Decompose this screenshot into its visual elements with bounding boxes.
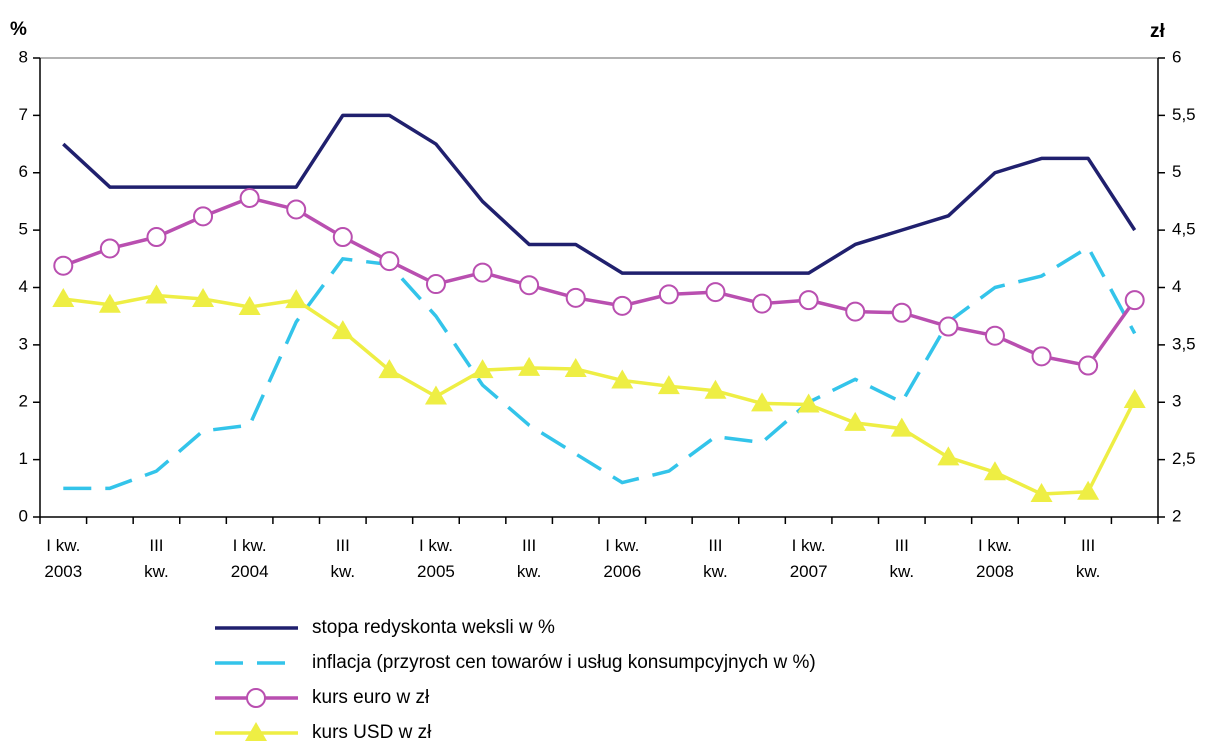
marker [797, 393, 820, 413]
marker [984, 325, 1005, 346]
marker [285, 289, 308, 309]
x-tick-label: I kw. 2004 [231, 536, 269, 581]
marker [752, 293, 773, 314]
marker [145, 284, 168, 304]
marker [704, 379, 727, 399]
marker [845, 301, 866, 322]
marker [239, 187, 260, 208]
marker [658, 284, 679, 305]
series-line [63, 245, 1137, 491]
marker [1123, 388, 1146, 408]
marker [751, 392, 774, 412]
y-tick-label: 1 [19, 449, 28, 468]
x-tick-label: III kw. [703, 536, 728, 581]
marker [286, 199, 307, 220]
marker [844, 411, 867, 431]
marker [937, 446, 960, 466]
series-line [62, 113, 1137, 275]
marker [798, 290, 819, 311]
y2-tick-label: 6 [1172, 47, 1181, 66]
x-tick-label: I kw. 2007 [790, 536, 828, 581]
y2-tick-label: 2 [1172, 506, 1181, 525]
x-tick-label: I kw. 2008 [976, 536, 1014, 581]
y-tick-label: 0 [19, 506, 28, 525]
marker [983, 461, 1006, 481]
marker [472, 262, 493, 283]
marker [938, 316, 959, 337]
marker [425, 274, 446, 295]
y-tick-label: 7 [19, 105, 28, 124]
x-tick-label: III kw. [890, 536, 915, 581]
legend-label: kurs USD w zł [312, 722, 432, 743]
y-tick-label: 3 [19, 334, 28, 353]
series-line [63, 293, 1137, 496]
legend-marker [245, 722, 267, 741]
marker [564, 357, 587, 377]
y2-axis-title: zł [1150, 21, 1166, 42]
legend-marker [246, 688, 266, 708]
x-tick-label: I kw. 2006 [603, 536, 641, 581]
marker [611, 369, 634, 389]
marker [705, 282, 726, 303]
marker [146, 227, 167, 248]
marker [1078, 355, 1099, 376]
marker [238, 296, 261, 316]
marker [1031, 346, 1052, 367]
legend-label: kurs euro w zł [312, 687, 430, 708]
marker [53, 255, 74, 276]
x-tick-label: III kw. [1076, 536, 1101, 581]
y-tick-label: 5 [19, 220, 28, 239]
y2-tick-label: 4 [1172, 277, 1181, 296]
y-tick-label: 4 [19, 277, 28, 296]
x-tick-label: III kw. [144, 536, 169, 581]
y2-tick-label: 5,5 [1172, 105, 1196, 124]
marker [891, 302, 912, 323]
marker [424, 385, 447, 405]
y2-tick-label: 4,5 [1172, 220, 1196, 239]
marker [1077, 480, 1100, 500]
marker [1030, 483, 1053, 503]
marker [379, 251, 400, 272]
legend-label: inflacja (przyrost cen towarów i usług k… [312, 652, 816, 673]
y-axis-title: % [10, 19, 27, 40]
y-tick-label: 6 [19, 162, 28, 181]
marker [378, 359, 401, 379]
marker [192, 287, 215, 307]
series-line [62, 196, 1137, 368]
marker [890, 417, 913, 437]
y2-tick-label: 3,5 [1172, 334, 1196, 353]
marker [52, 287, 75, 307]
y2-tick-label: 2,5 [1172, 449, 1196, 468]
marker [612, 295, 633, 316]
legend-label: stopa redyskonta weksli w % [312, 617, 555, 638]
x-tick-label: I kw. 2003 [44, 536, 82, 581]
y2-tick-label: 3 [1172, 392, 1181, 411]
marker [332, 227, 353, 248]
marker [98, 293, 121, 313]
y-tick-label: 8 [19, 47, 28, 66]
marker [519, 275, 540, 296]
x-tick-label: I kw. 2005 [417, 536, 455, 581]
marker [657, 375, 680, 395]
y2-tick-label: 5 [1172, 162, 1181, 181]
marker [471, 359, 494, 379]
y-tick-label: 2 [19, 392, 28, 411]
marker [99, 238, 120, 259]
x-tick-label: III kw. [517, 536, 542, 581]
marker [565, 287, 586, 308]
x-tick-label: III kw. [331, 536, 356, 581]
marker [193, 206, 214, 227]
marker [1124, 290, 1145, 311]
marker [331, 320, 354, 340]
marker [518, 356, 541, 376]
